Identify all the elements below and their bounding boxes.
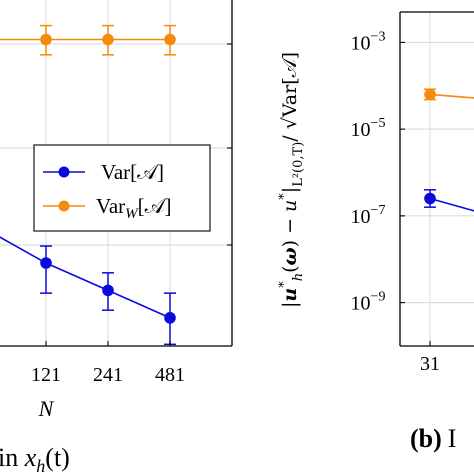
- panel-a-caption: in xh(t): [0, 443, 70, 474]
- panel-b-series: [424, 88, 474, 212]
- panel-b-y-tick-label: 10−5: [351, 116, 386, 141]
- legend-label-varw-sub: W: [125, 206, 139, 222]
- panel-b-grid: [400, 12, 474, 346]
- panel-b-x-tick-label: 31: [420, 353, 440, 375]
- panel-b-y-tick-label: 10−3: [351, 29, 386, 54]
- panel-b-chart: 10−9 10−7 10−5 10−3 31 |u*h(ω) − u*|L²(0,T)/…: [277, 11, 474, 453]
- data-point-blue: [164, 312, 176, 324]
- panel-b-data-point-orange: [424, 88, 436, 101]
- data-point-blue: [102, 284, 114, 297]
- legend-label-varw-tail: [𝒜]: [138, 194, 172, 218]
- panel-a-series: [0, 24, 176, 346]
- panel-b-series-line-orange: [429, 93, 474, 99]
- legend-marker-blue: [58, 166, 70, 178]
- legend-box: [33, 144, 211, 232]
- panel-b-y-label: |u*h(ω) − u*|L²(0,T)/ √Var[𝒜]: [277, 52, 306, 308]
- data-point-orange: [102, 33, 114, 46]
- legend-label-varw-main: Var: [96, 194, 125, 218]
- panel-b-y-label-text: |u*h(ω) − u*|L²(0,T)/ √Var[𝒜]: [277, 52, 306, 308]
- panel-b-caption-rest: I: [448, 424, 457, 453]
- panel-b-series-line-blue: [429, 197, 474, 212]
- panel-b-data-point-blue: [424, 192, 436, 205]
- panel-a-caption-sub: h: [36, 456, 45, 474]
- data-point-blue: [40, 257, 52, 269]
- panel-a-caption-prefix: in: [0, 443, 25, 472]
- panel-a-caption-suffix: (t): [45, 443, 70, 472]
- panel-b-caption: (b) I: [410, 424, 456, 453]
- panel-a-legend: Var[𝒜] VarW[𝒜]: [33, 144, 211, 232]
- panel-a-x-tick-label: 241: [93, 364, 123, 386]
- panel-a-chart: 121 241 481 N in xh(t) Var[𝒜] VarW[𝒜]: [0, 0, 233, 474]
- panel-a-caption-var: x: [24, 443, 37, 472]
- panel-b-y-tick-label: 10−7: [351, 203, 386, 228]
- panel-a-x-tick-label: 121: [31, 364, 61, 386]
- legend-label-var: Var[𝒜]: [101, 160, 164, 184]
- panel-a-x-tick-label: 481: [155, 364, 185, 386]
- panel-b-caption-bold: (b): [410, 424, 442, 453]
- panel-b-axes: [399, 11, 474, 347]
- panel-a-x-label: N: [38, 396, 55, 421]
- panel-a-axes: [0, 0, 233, 347]
- panel-b-y-tick-label: 10−9: [351, 290, 386, 315]
- panel-b-ticks: 10−9 10−7 10−5 10−3 31: [351, 29, 440, 375]
- data-point-orange: [164, 33, 176, 46]
- series-line-blue: [0, 236, 171, 319]
- legend-label-varw: VarW[𝒜]: [96, 194, 172, 222]
- data-point-orange: [40, 33, 52, 46]
- panel-a-ticks: 121 241 481: [31, 43, 232, 386]
- legend-marker-orange: [58, 200, 70, 212]
